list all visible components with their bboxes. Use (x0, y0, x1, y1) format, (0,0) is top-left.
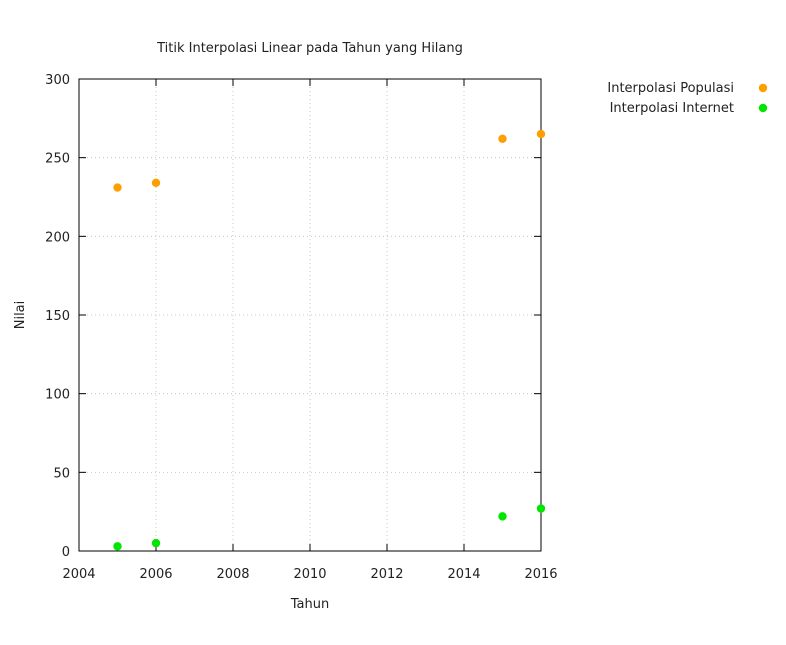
y-axis-label: Nilai (13, 301, 28, 330)
legend-label: Interpolasi Internet (610, 101, 734, 116)
data-point (536, 504, 546, 513)
y-tick-label: 50 (53, 466, 70, 481)
x-axis-label: Tahun (290, 597, 329, 612)
data-point (536, 129, 546, 139)
data-point (151, 538, 161, 548)
legend-marker (758, 83, 768, 93)
x-tick-label: 2016 (524, 567, 557, 582)
x-tick-label: 2004 (62, 567, 95, 582)
y-tick-label: 100 (45, 388, 70, 403)
data-point (113, 542, 122, 551)
x-tick-label: 2010 (293, 567, 326, 582)
chart-title: Titik Interpolasi Linear pada Tahun yang… (156, 41, 463, 56)
data-point (498, 512, 507, 521)
y-tick-label: 200 (45, 230, 70, 245)
axis-ticks: 2004 2006 2008 2010 2012 2014 2016 0 50 100 150 200… (45, 73, 557, 582)
grid (79, 79, 541, 551)
y-tick-label: 150 (45, 309, 70, 324)
legend: Interpolasi Populasi Interpolasi Internet (607, 81, 768, 116)
legend-label: Interpolasi Populasi (607, 81, 734, 96)
y-tick-label: 0 (62, 545, 70, 560)
x-tick-label: 2006 (139, 567, 172, 582)
data-points (113, 129, 546, 551)
legend-marker (758, 103, 768, 113)
data-point (113, 183, 122, 192)
x-tick-label: 2014 (447, 567, 480, 582)
x-tick-label: 2008 (216, 567, 249, 582)
y-tick-label: 300 (45, 73, 70, 88)
data-point (498, 134, 507, 143)
x-tick-label: 2012 (370, 567, 403, 582)
data-point (151, 178, 161, 188)
y-tick-label: 250 (45, 152, 70, 167)
